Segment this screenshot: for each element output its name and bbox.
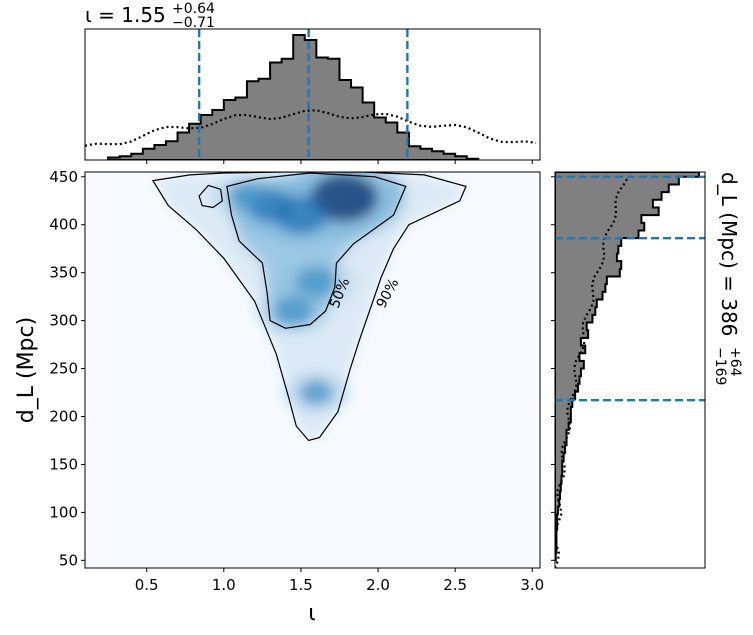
inclination-title-main: ι = 1.55 xyxy=(85,3,166,27)
x-tick-label: 2.5 xyxy=(443,576,467,594)
y-tick-label: 150 xyxy=(49,455,78,473)
x-tick-label: 1.5 xyxy=(289,576,313,594)
y-axis-label: d_L (Mpc) xyxy=(14,317,39,423)
joint-density-panel: 50% 90% 0.5 1.0 1.5 2.0 2.5 3.0 50100150200250… xyxy=(49,168,544,594)
distance-title-sub: −169 xyxy=(712,347,728,385)
density-peak xyxy=(310,173,379,222)
density-peak xyxy=(228,182,266,210)
y-tick-label: 300 xyxy=(49,312,78,330)
x-tick-label: 3.0 xyxy=(520,576,544,594)
density-peak xyxy=(295,267,338,298)
density-peak xyxy=(299,379,334,406)
contour-50pct xyxy=(226,172,407,329)
inclination-posterior-histogram xyxy=(107,34,480,160)
x-tick-label: 1.0 xyxy=(212,576,236,594)
contour-90pct xyxy=(151,172,467,442)
y-tick-label: 350 xyxy=(49,264,78,282)
x-tick-label: 2.0 xyxy=(366,576,390,594)
contour-50pct xyxy=(198,184,223,209)
distance-posterior-histogram xyxy=(555,172,700,562)
y-tick-label: 250 xyxy=(49,360,78,378)
top-marginal-frame xyxy=(84,28,541,161)
y-tick-label: 200 xyxy=(49,408,78,426)
density-peak xyxy=(273,296,313,326)
inclination-title: ι = 1.55 xyxy=(85,3,166,27)
distance-title: d_L (Mpc) = 386 xyxy=(717,172,741,336)
inclination-title-sub: −0.71 xyxy=(172,15,215,31)
x-tick-label: 0.5 xyxy=(135,576,159,594)
y-tick-label: 100 xyxy=(49,503,78,521)
top-marginal-histogram xyxy=(84,28,541,164)
y-tick-label: 450 xyxy=(49,168,78,186)
inclination-title-sup: +0.64 xyxy=(172,1,215,17)
right-marginal-histogram xyxy=(551,171,706,569)
right-marginal-frame xyxy=(554,171,706,569)
y-tick-label: 50 xyxy=(59,551,78,569)
joint-frame xyxy=(84,171,541,569)
x-axis-label: ι xyxy=(308,601,315,626)
y-tick-label: 400 xyxy=(49,216,78,234)
distance-title-sup: +64 xyxy=(727,347,743,377)
